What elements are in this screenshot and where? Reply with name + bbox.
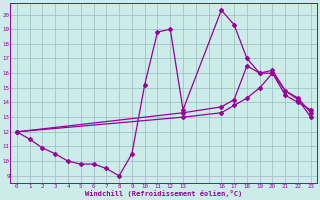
X-axis label: Windchill (Refroidissement éolien,°C): Windchill (Refroidissement éolien,°C): [85, 190, 243, 197]
